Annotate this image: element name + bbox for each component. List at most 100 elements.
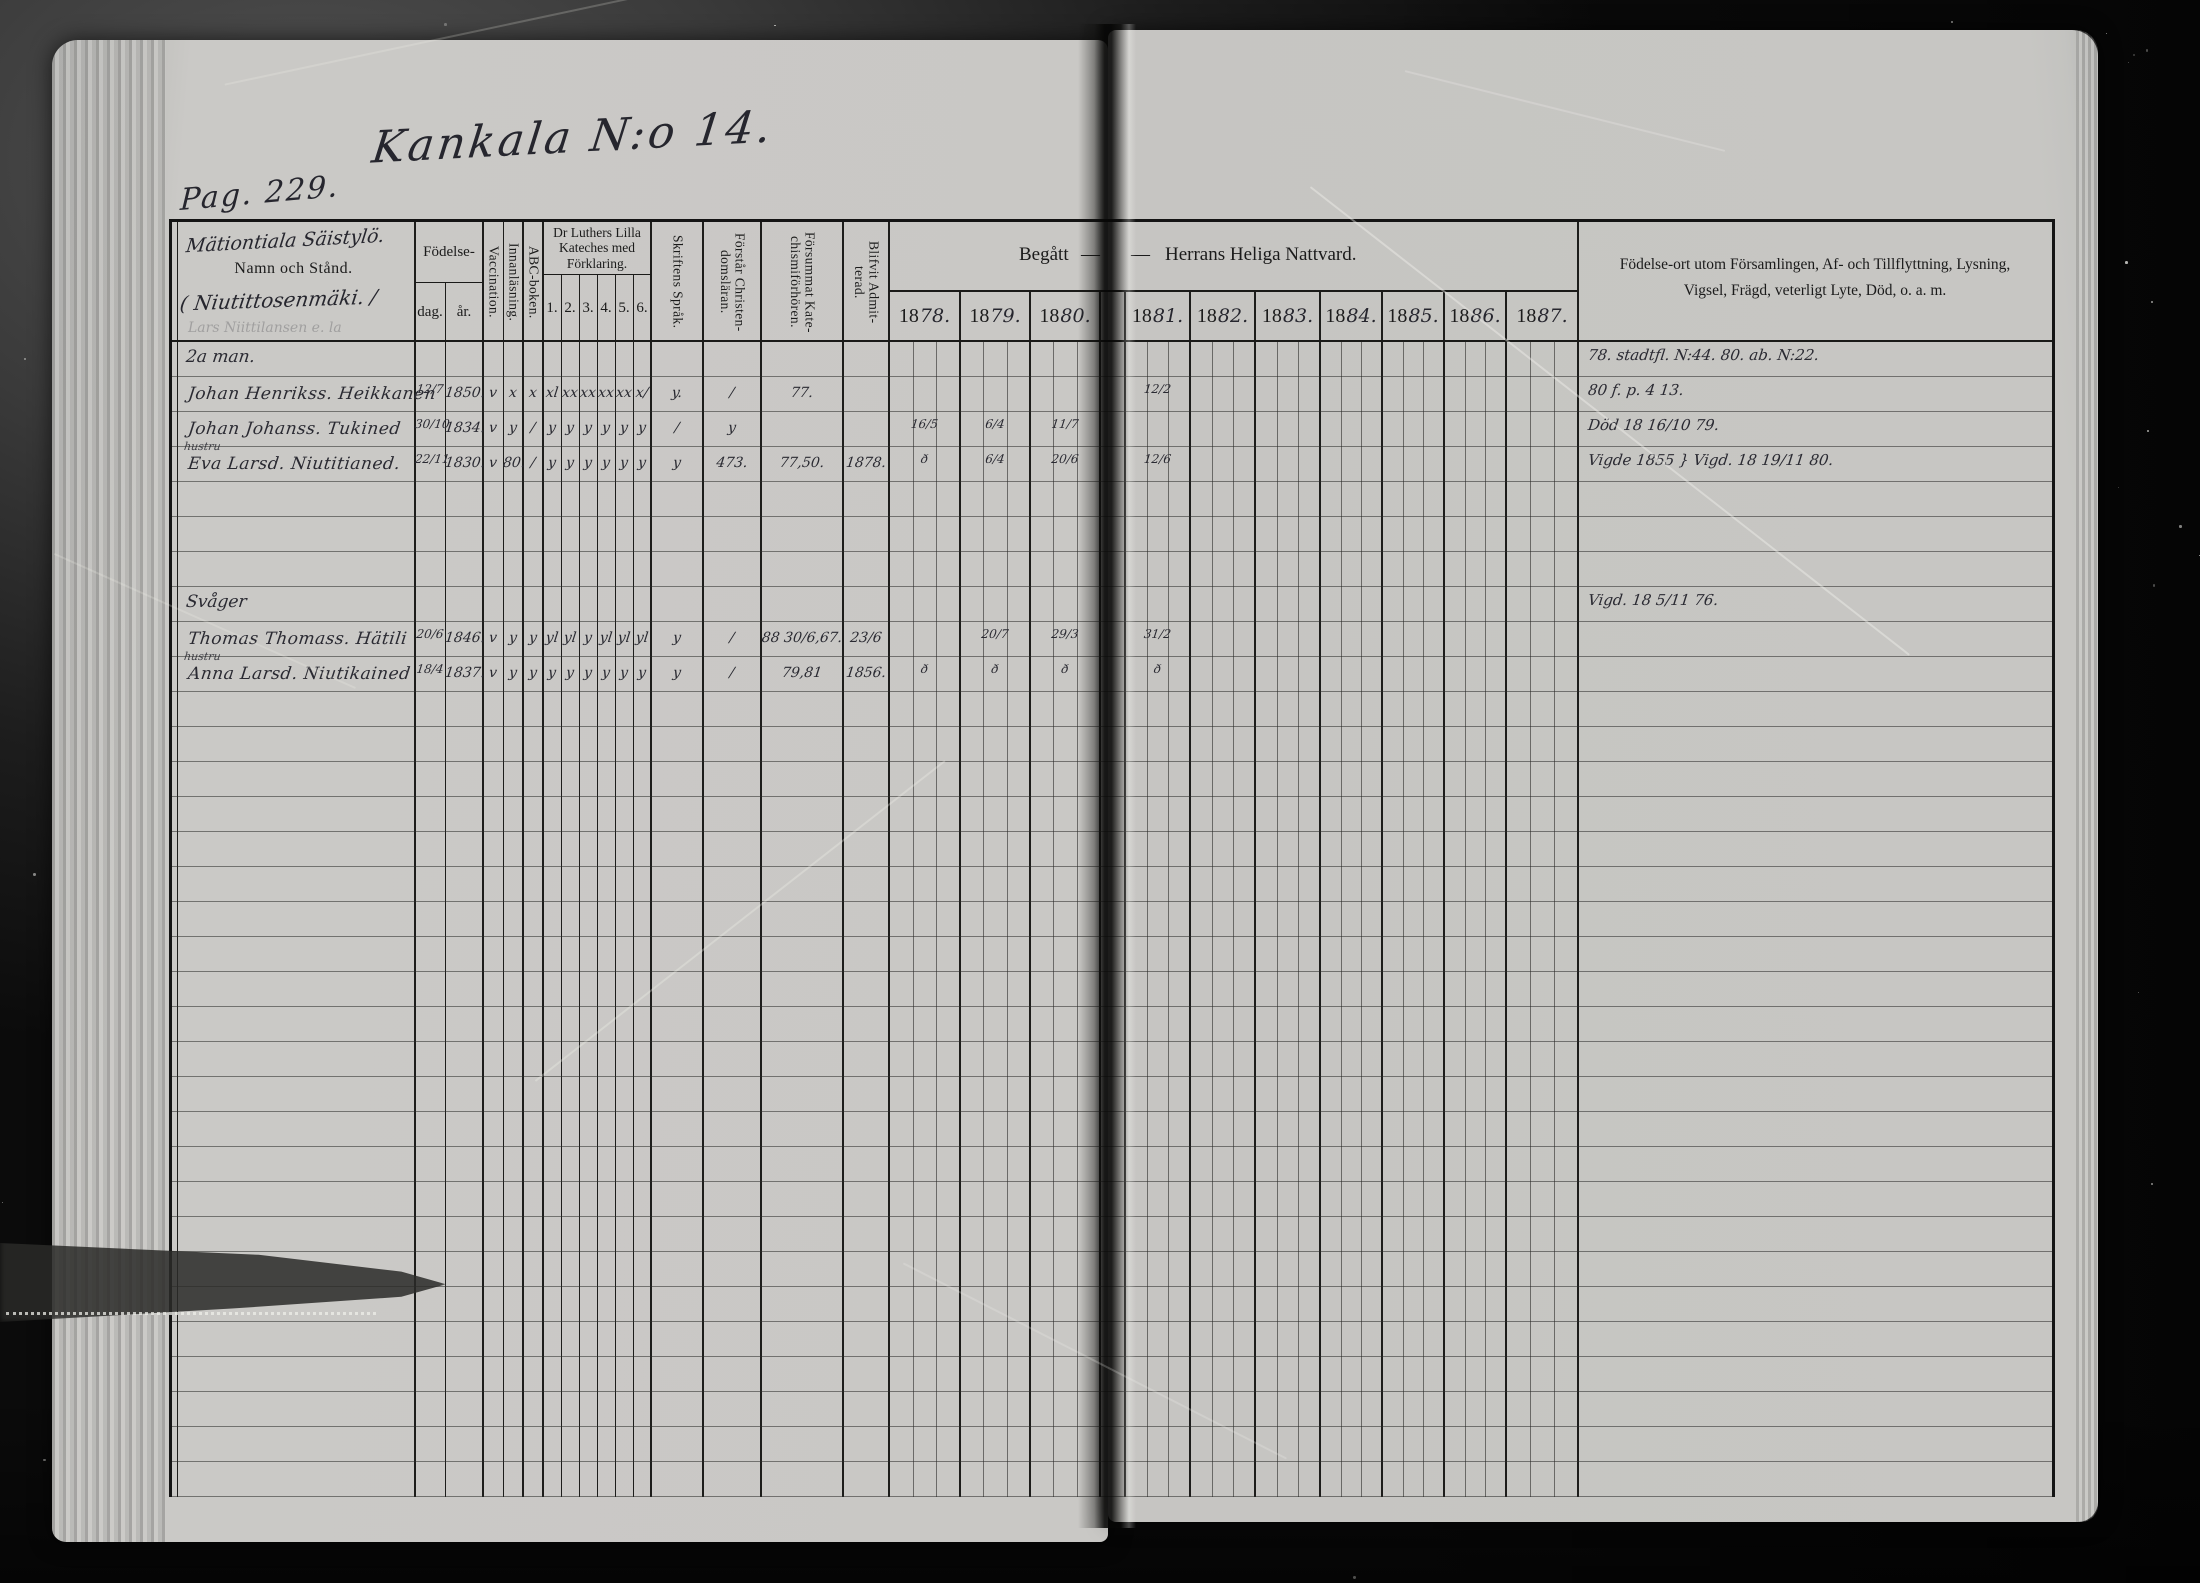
row-line bbox=[172, 1146, 2052, 1147]
row-name: Thomas Thomass. Hätili bbox=[186, 629, 409, 649]
header-katekes: Dr Luthers Lilla Kateches med Förklaring… bbox=[553, 224, 641, 271]
row-mark-y1878: 16/5 bbox=[910, 417, 939, 431]
column-subdivider bbox=[936, 342, 938, 1497]
row-mark-k4: y bbox=[601, 420, 611, 436]
row-mark-k3: y bbox=[583, 665, 593, 681]
year-printed-prefix: 18 bbox=[1516, 304, 1537, 327]
row-mark-abc: / bbox=[529, 420, 537, 436]
row-mark-k1: y bbox=[547, 420, 557, 436]
row-mark-k4: y bbox=[601, 665, 611, 681]
row-mark-y1881: ð bbox=[1153, 662, 1162, 676]
row-mark-k1: y bbox=[547, 455, 557, 471]
row-mark-dag: 18/4 bbox=[415, 662, 445, 676]
column-line bbox=[1254, 290, 1256, 1497]
year-printed-prefix: 18 bbox=[1325, 304, 1346, 327]
dust-speck bbox=[2124, 260, 2128, 264]
row-mark-abc: y bbox=[528, 630, 538, 646]
year-handwritten-suffix: 85. bbox=[1408, 305, 1439, 327]
row-line bbox=[172, 866, 2052, 867]
year-handwritten-suffix: 87. bbox=[1537, 305, 1568, 327]
year-handwritten-suffix: 79. bbox=[990, 305, 1021, 327]
row-mark-blifvit: 1856. bbox=[844, 665, 888, 681]
row-mark-abc: x bbox=[528, 385, 538, 401]
row-mark-k3: y bbox=[583, 420, 593, 436]
header-year: 18 82. bbox=[1190, 290, 1255, 342]
column-line bbox=[888, 290, 890, 1497]
row-name: Eva Larsd. Niutitianed. bbox=[186, 454, 402, 474]
row-mark-abc: y bbox=[528, 665, 538, 681]
row-mark-y1880: 20/6 bbox=[1050, 452, 1080, 466]
row-mark-innan: y bbox=[508, 665, 518, 681]
column-subdivider bbox=[1464, 342, 1466, 1497]
row-mark-y1879: 6/4 bbox=[984, 452, 1006, 466]
name-col-handwritten-top: Mätiontiala Säistylö. bbox=[184, 224, 386, 258]
year-handwritten-suffix: 82. bbox=[1217, 305, 1249, 327]
header-begatt-nattvard: Begått — — Herrans Heliga Nattvard. bbox=[889, 222, 1578, 290]
year-handwritten-suffix: 78. bbox=[919, 305, 951, 327]
begatt-dash: — bbox=[1131, 244, 1150, 265]
header-year: 18 87. bbox=[1506, 290, 1578, 342]
row-line bbox=[172, 1496, 2052, 1497]
dust-speck bbox=[33, 873, 37, 876]
dust-speck bbox=[2150, 300, 2154, 304]
column-subdivider bbox=[1233, 342, 1235, 1497]
dust-speck bbox=[2179, 525, 2182, 528]
header-katekes-sub: 2. bbox=[564, 299, 576, 316]
column-line bbox=[1319, 290, 1321, 1497]
dust-speck bbox=[2127, 61, 2130, 64]
header-year: 18 86. bbox=[1444, 290, 1506, 342]
row-line bbox=[172, 621, 2052, 622]
annotation-line2: Vigsel, Frägd, veterligt Lyte, Död, o. a… bbox=[1683, 282, 1947, 299]
year-handwritten-suffix: 86. bbox=[1470, 305, 1501, 327]
row-line bbox=[172, 1076, 2052, 1077]
row-mark-y1878: ð bbox=[920, 452, 929, 466]
row-mark-k4: xx bbox=[597, 385, 615, 401]
row-name-prefix: hustru bbox=[183, 650, 222, 663]
column-line bbox=[522, 222, 524, 1497]
row-mark-dag: 22/11 bbox=[414, 452, 451, 466]
row-line bbox=[172, 481, 2052, 482]
column-subdivider bbox=[1053, 342, 1055, 1497]
row-line bbox=[172, 551, 2052, 552]
row-mark-k3: y bbox=[583, 455, 593, 471]
right-page bbox=[1108, 30, 2098, 1522]
column-line bbox=[1124, 290, 1126, 1497]
row-line bbox=[172, 726, 2052, 727]
column-line bbox=[1443, 290, 1445, 1497]
header-innanlasning: Innanläsning. bbox=[506, 242, 522, 322]
row-mark-k2: y bbox=[565, 455, 575, 471]
row-mark-k6: y bbox=[637, 665, 647, 681]
header-katekes-sub: 1. bbox=[546, 299, 558, 316]
header-vaccination: Vaccination. bbox=[486, 246, 502, 318]
header-year: 18 81. bbox=[1125, 290, 1190, 342]
row-mark-k5: y bbox=[619, 665, 629, 681]
nattvard-words: Herrans Heliga Nattvard. bbox=[1165, 244, 1357, 265]
column-line bbox=[650, 222, 652, 1497]
row-mark-y1881: 12/6 bbox=[1143, 452, 1172, 466]
name-col-printed-label: Namn och Stånd. bbox=[234, 260, 353, 277]
dust-speck bbox=[444, 22, 447, 26]
row-mark-forsummat: 79,81 bbox=[780, 665, 824, 681]
row-mark-forstar: / bbox=[728, 385, 736, 401]
annotation-line1: Födelse-ort utom Församlingen, Af- och T… bbox=[1619, 256, 2011, 273]
column-subdivider bbox=[1298, 342, 1300, 1497]
row-mark-k4: y bbox=[601, 455, 611, 471]
row-line bbox=[172, 1111, 2052, 1112]
row-mark-k2: y bbox=[565, 665, 575, 681]
row-mark-k5: xx bbox=[615, 385, 633, 401]
row-line bbox=[172, 1321, 2052, 1322]
row-line bbox=[172, 1426, 2052, 1427]
column-subdivider bbox=[1402, 342, 1404, 1497]
header-forstar-christendomslaran: Förstår Christen- domsläran. bbox=[718, 232, 748, 332]
header-annotation: Födelse-ort utom Församlingen, Af- och T… bbox=[1578, 222, 2052, 342]
name-col-faint-note: Lars Niittilansen e. la bbox=[188, 320, 342, 336]
row-mark-vacc: v bbox=[488, 385, 498, 401]
row-line bbox=[172, 1181, 2052, 1182]
header-year: 18 78. bbox=[889, 290, 960, 342]
column-line bbox=[1577, 222, 1579, 1497]
dust-speck bbox=[2152, 584, 2156, 587]
dust-speck bbox=[2118, 486, 2120, 488]
column-line bbox=[1189, 290, 1191, 1497]
row-mark-k6: y bbox=[637, 420, 647, 436]
